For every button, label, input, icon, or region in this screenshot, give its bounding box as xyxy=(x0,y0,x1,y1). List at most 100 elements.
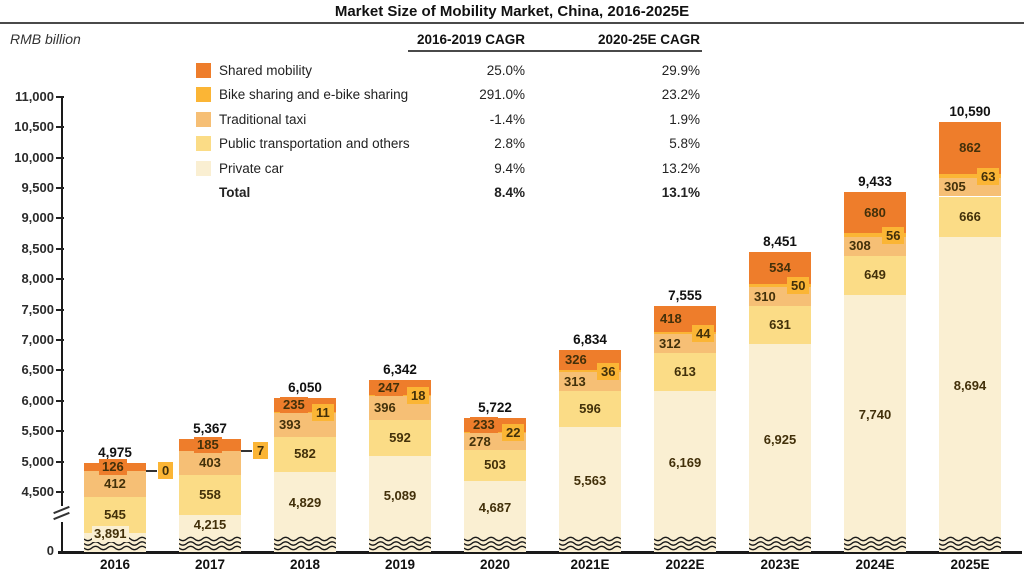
segment-label-private-car: 8,694 xyxy=(953,378,987,393)
legend-label: Traditional taxi xyxy=(219,111,307,127)
segment-label-public-transportation: 596 xyxy=(579,401,601,417)
y-tick-label: 8,500 xyxy=(21,240,54,256)
segment-label-bike-sharing: 63 xyxy=(977,167,1000,185)
segment-label-traditional-taxi: 313 xyxy=(564,373,586,389)
cagr-2020-25e-value: 13.2% xyxy=(661,160,700,176)
segment-label-public-transportation: 666 xyxy=(959,208,981,224)
segment-label-traditional-taxi: 308 xyxy=(849,238,871,254)
bar-total-label: 4,975 xyxy=(98,445,132,461)
y-tick-label: 9,000 xyxy=(21,210,54,226)
y-tick-label: 7,000 xyxy=(21,332,54,347)
segment-label-private-car: 4,215 xyxy=(193,516,227,532)
y-tick-mark xyxy=(56,460,64,463)
y-tick-mark xyxy=(56,126,64,129)
y-tick-mark xyxy=(56,156,64,159)
cagr-2020-25e-value: 1.9% xyxy=(669,111,700,127)
x-axis-label-2016: 2016 xyxy=(99,557,131,572)
segment-label-traditional-taxi: 278 xyxy=(469,433,491,449)
x-axis-label-2019: 2019 xyxy=(384,557,416,572)
cagr-2020-25e-value: 13.1% xyxy=(661,185,700,201)
segment-label-public-transportation: 613 xyxy=(674,363,696,379)
bar-segment-bike-sharing-and-e-bike-sharing xyxy=(559,369,621,373)
bar-segment-private-car xyxy=(654,390,716,552)
bar-segment-public-transportation-and-others xyxy=(274,436,336,472)
bar-axis-break-squiggle xyxy=(559,536,621,551)
segment-label-traditional-taxi: 396 xyxy=(374,400,396,416)
segment-label-public-transportation: 582 xyxy=(294,446,316,462)
segment-label-bike-sharing: 44 xyxy=(692,324,715,342)
y-axis-unit-label: RMB billion xyxy=(10,31,81,47)
bar-total-label: 6,834 xyxy=(573,332,607,348)
bar-segment-shared-mobility xyxy=(844,192,906,234)
bar-segment-public-transportation-and-others xyxy=(654,353,716,391)
cagr-column-header-2020-25e: 2020-25E CAGR xyxy=(597,32,700,47)
segment-label-traditional-taxi: 412 xyxy=(104,475,126,491)
x-axis-label-2022e: 2022E xyxy=(665,557,705,572)
segment-label-private-car: 5,563 xyxy=(573,473,607,489)
cagr-header-underline xyxy=(408,50,702,52)
segment-label-public-transportation: 545 xyxy=(104,506,126,522)
cagr-2016-2019-value: 9.4% xyxy=(494,160,525,176)
segment-label-private-car: 6,925 xyxy=(763,431,797,447)
segment-label-shared-mobility: 233 xyxy=(470,416,498,433)
segment-label-public-transportation: 558 xyxy=(199,487,221,503)
y-tick-label: 5,500 xyxy=(21,423,54,439)
bar-axis-break-squiggle xyxy=(939,536,1001,551)
y-tick-mark xyxy=(56,247,64,250)
bar-segment-public-transportation-and-others xyxy=(369,420,431,457)
bar-segment-private-car xyxy=(369,456,431,552)
segment-label-shared-mobility: 862 xyxy=(959,139,981,155)
segment-label-public-transportation: 649 xyxy=(864,267,886,283)
segment-label-public-transportation: 592 xyxy=(389,430,411,446)
y-tick-label-zero: 0 xyxy=(46,543,54,558)
cagr-2016-2019-value: 2.8% xyxy=(494,136,525,152)
x-axis-label-2023e: 2023E xyxy=(760,557,800,572)
segment-label-shared-mobility: 534 xyxy=(769,260,791,275)
cagr-2020-25e-value: 5.8% xyxy=(669,136,700,152)
legend-row-0: Shared mobility 25.0% 29.9% xyxy=(196,58,700,83)
bar-total-label: 10,590 xyxy=(949,103,991,119)
y-tick-mark xyxy=(56,369,64,372)
bar-segment-bike-sharing-and-e-bike-sharing xyxy=(654,331,716,335)
segment-label-traditional-taxi: 403 xyxy=(199,455,221,471)
y-tick-mark xyxy=(56,399,64,402)
segment-label-shared-mobility: 326 xyxy=(565,352,587,367)
bar-segment-private-car xyxy=(939,237,1001,552)
segment-label-public-transportation: 631 xyxy=(769,317,791,333)
legend-swatch-icon xyxy=(196,160,211,176)
y-tick-label: 10,500 xyxy=(14,119,54,135)
title-divider xyxy=(0,22,1024,24)
bar-total-label: 6,050 xyxy=(288,379,322,395)
x-axis-label-2017: 2017 xyxy=(194,557,226,572)
bar-total-label: 9,433 xyxy=(858,174,892,190)
bar-segment-private-car xyxy=(559,427,621,552)
segment-label-private-car: 5,089 xyxy=(383,487,417,503)
x-axis-label-2021e: 2021E xyxy=(570,557,610,572)
y-tick-label: 7,500 xyxy=(21,301,54,317)
segment-label-traditional-taxi: 310 xyxy=(754,288,776,304)
bar-total-label: 7,555 xyxy=(668,288,702,304)
cagr-2020-25e-value: 23.2% xyxy=(661,87,700,103)
y-tick-label: 5,000 xyxy=(21,453,54,469)
segment-label-shared-mobility: 126 xyxy=(99,458,127,475)
bar-segment-public-transportation-and-others xyxy=(559,391,621,428)
cagr-2016-2019-value: -1.4% xyxy=(489,111,525,127)
bar-segment-shared-mobility xyxy=(939,121,1001,175)
segment-label-bike-sharing: 18 xyxy=(407,387,430,405)
legend-label: Shared mobility xyxy=(219,62,313,78)
y-tick-label: 11,000 xyxy=(14,88,54,104)
chart-title: Market Size of Mobility Market, China, 2… xyxy=(334,3,690,20)
y-axis-line xyxy=(61,96,63,554)
bar-segment-bike-sharing-and-e-bike-sharing xyxy=(749,284,811,288)
x-axis-line xyxy=(58,551,1022,554)
segment-label-bike-sharing: 50 xyxy=(787,277,810,295)
segment-label-shared-mobility: 247 xyxy=(375,379,403,396)
bar-axis-break-squiggle xyxy=(654,536,716,551)
y-tick-label: 6,000 xyxy=(21,392,54,408)
legend-swatch-icon xyxy=(196,111,211,127)
y-tick-mark xyxy=(56,217,64,220)
cagr-2016-2019-value: 25.0% xyxy=(486,62,525,78)
cagr-2016-2019-value: 291.0% xyxy=(479,87,525,103)
